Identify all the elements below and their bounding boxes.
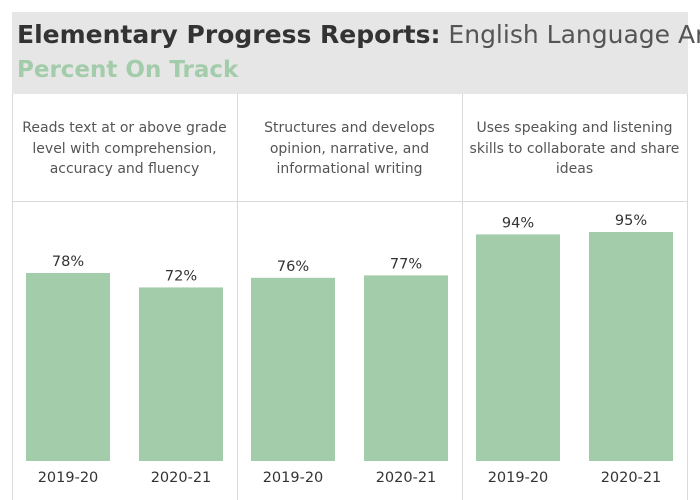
bar — [364, 275, 448, 461]
x-tick-label: 2019-20 — [263, 470, 324, 486]
data-label: 76% — [277, 259, 309, 275]
data-label: 78% — [52, 254, 84, 270]
report-header: Elementary Progress Reports: English Lan… — [12, 12, 700, 94]
panel-label-writing: Structures and develops opinion, narrati… — [264, 120, 435, 177]
bar-chart: 78% 2019-20 72% 2020-21 76% 2019-20 77% 2020-21… — [12, 94, 688, 500]
data-label: 94% — [502, 215, 534, 231]
bar — [476, 234, 560, 461]
bar — [139, 287, 223, 461]
data-label: 72% — [165, 268, 197, 284]
bar — [251, 277, 335, 461]
title-subject: English Language Arts — [448, 20, 700, 49]
data-label: 95% — [615, 213, 647, 229]
x-tick-label: 2019-20 — [38, 470, 99, 486]
report-subtitle: Percent On Track — [17, 57, 239, 83]
data-label: 77% — [390, 256, 422, 272]
panel-label-reading: Reads text at or above grade level with … — [22, 120, 227, 177]
report-title: Elementary Progress Reports: English Lan… — [17, 20, 700, 49]
bar — [26, 272, 110, 461]
title-bold: Elementary Progress Reports: — [17, 20, 441, 49]
bar — [589, 232, 673, 461]
x-tick-label: 2020-21 — [601, 470, 662, 486]
x-tick-label: 2020-21 — [376, 470, 437, 486]
x-tick-label: 2019-20 — [488, 470, 549, 486]
chart-canvas: 78% 2019-20 72% 2020-21 76% 2019-20 77% 2020-21… — [12, 94, 688, 500]
x-tick-label: 2020-21 — [151, 470, 212, 486]
panel-label-speaking: Uses speaking and listening skills to co… — [469, 120, 680, 177]
